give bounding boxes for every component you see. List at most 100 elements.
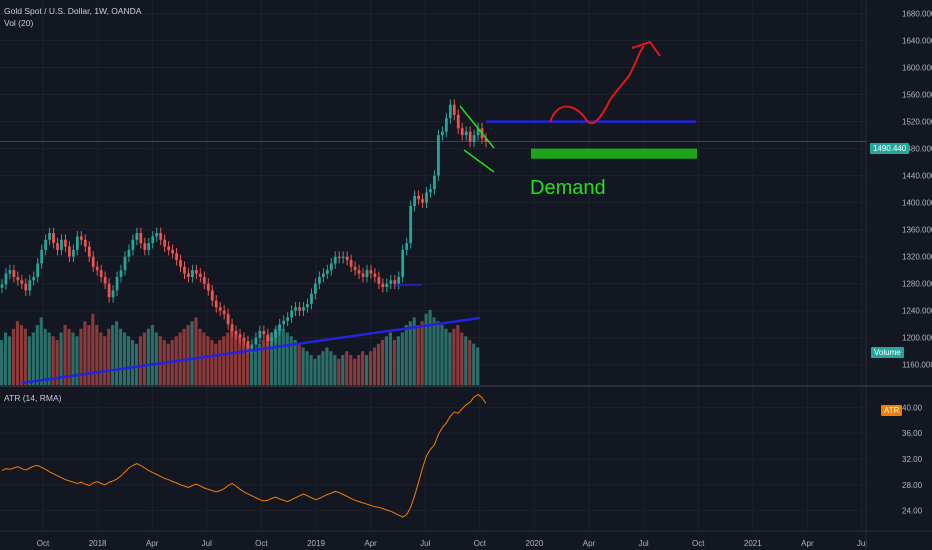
candle [0, 284, 4, 288]
candle [433, 175, 436, 190]
candle [210, 290, 214, 301]
x-tick-label: Jul [420, 539, 430, 548]
candle [87, 246, 91, 257]
candle [361, 273, 365, 277]
volume-bar [253, 351, 258, 385]
candle [401, 249, 405, 277]
x-tick-label: Apr [146, 539, 159, 548]
candle [187, 273, 190, 277]
x-tick-label: Jul [638, 539, 648, 548]
volume-bar [365, 355, 369, 385]
volume-bar [392, 340, 396, 385]
candle [417, 195, 420, 200]
volume-bar [103, 336, 107, 385]
volume-bar [440, 325, 444, 385]
volume-bar [424, 313, 428, 385]
y-tick-label: 1160.000 [902, 361, 932, 370]
candle [123, 256, 127, 271]
volume-bar [269, 332, 273, 385]
volume-bar [182, 328, 186, 385]
candle [48, 233, 51, 240]
volume-bar [412, 317, 416, 385]
candle [266, 334, 270, 342]
candle [131, 239, 135, 250]
volume-bar [138, 336, 143, 385]
candle [64, 239, 67, 247]
volume-bar [23, 328, 27, 385]
atr-tick-label: 32.00 [902, 455, 923, 464]
volume-bar [119, 328, 123, 385]
candle [437, 135, 440, 176]
candle [171, 249, 174, 254]
volume-bar [158, 336, 162, 385]
trend-line [21, 316, 481, 385]
candle [226, 314, 230, 325]
candle [349, 260, 353, 267]
x-tick-label: 2020 [526, 539, 544, 548]
volume-bar [380, 340, 385, 385]
x-tick-label: Apr [364, 539, 377, 548]
volume-bar [428, 310, 432, 385]
candle [405, 243, 409, 250]
x-tick-label: Apr [583, 539, 596, 548]
x-tick-label: 2021 [744, 539, 762, 548]
demand-zone [531, 148, 697, 159]
y-tick-label: 1280.000 [902, 280, 932, 289]
candle [254, 337, 258, 345]
candle [16, 276, 20, 281]
candle [36, 263, 40, 277]
candle [409, 206, 413, 244]
volume-bar [63, 325, 67, 385]
candle [298, 307, 301, 311]
volume-bar [218, 340, 222, 385]
candle [444, 118, 448, 132]
x-tick-label: Oct [692, 539, 705, 548]
candle [440, 131, 444, 136]
candle [476, 128, 480, 136]
volume-bar [214, 343, 218, 385]
candle [206, 283, 210, 291]
volume-bar [325, 347, 329, 385]
volume-bar [337, 358, 341, 385]
volume-bar [384, 336, 389, 385]
volume-bar [333, 355, 337, 385]
candle [425, 192, 428, 203]
volume-bar [122, 332, 127, 385]
x-tick-label: Jul [857, 539, 867, 548]
candle [202, 276, 206, 284]
volume-bar [452, 328, 456, 385]
candle [147, 243, 151, 250]
atr-tick-label: 28.00 [902, 481, 923, 490]
volume-bar [476, 347, 480, 385]
atr-badge: ATR [881, 405, 903, 416]
candle [191, 270, 194, 277]
candle [234, 330, 238, 335]
atr-tick-label: 24.00 [902, 507, 923, 516]
volume-bar [59, 332, 63, 385]
x-tick-label: Oct [474, 539, 487, 548]
candle [167, 246, 171, 250]
candle [28, 280, 32, 291]
y-tick-label: 1520.000 [902, 118, 932, 127]
volume-bar [226, 332, 230, 385]
volume-badge: Volume [871, 347, 904, 358]
candle [472, 135, 476, 142]
candle [24, 283, 28, 291]
volume-bar [242, 340, 246, 385]
volume-bar [321, 351, 325, 385]
volume-bar [79, 328, 83, 385]
candle [139, 233, 143, 244]
candle [337, 256, 341, 259]
volume-bar [39, 317, 43, 385]
atr-tick-label: 40.00 [902, 403, 923, 412]
volume-bar [43, 328, 47, 385]
candle [179, 260, 182, 267]
volume-bar [87, 325, 91, 385]
volume-bar [376, 343, 381, 385]
candle [345, 256, 349, 261]
volume-bar [178, 332, 182, 385]
x-tick-label: Oct [255, 539, 268, 548]
candle [385, 283, 389, 288]
y-tick-label: 1400.000 [902, 199, 932, 208]
